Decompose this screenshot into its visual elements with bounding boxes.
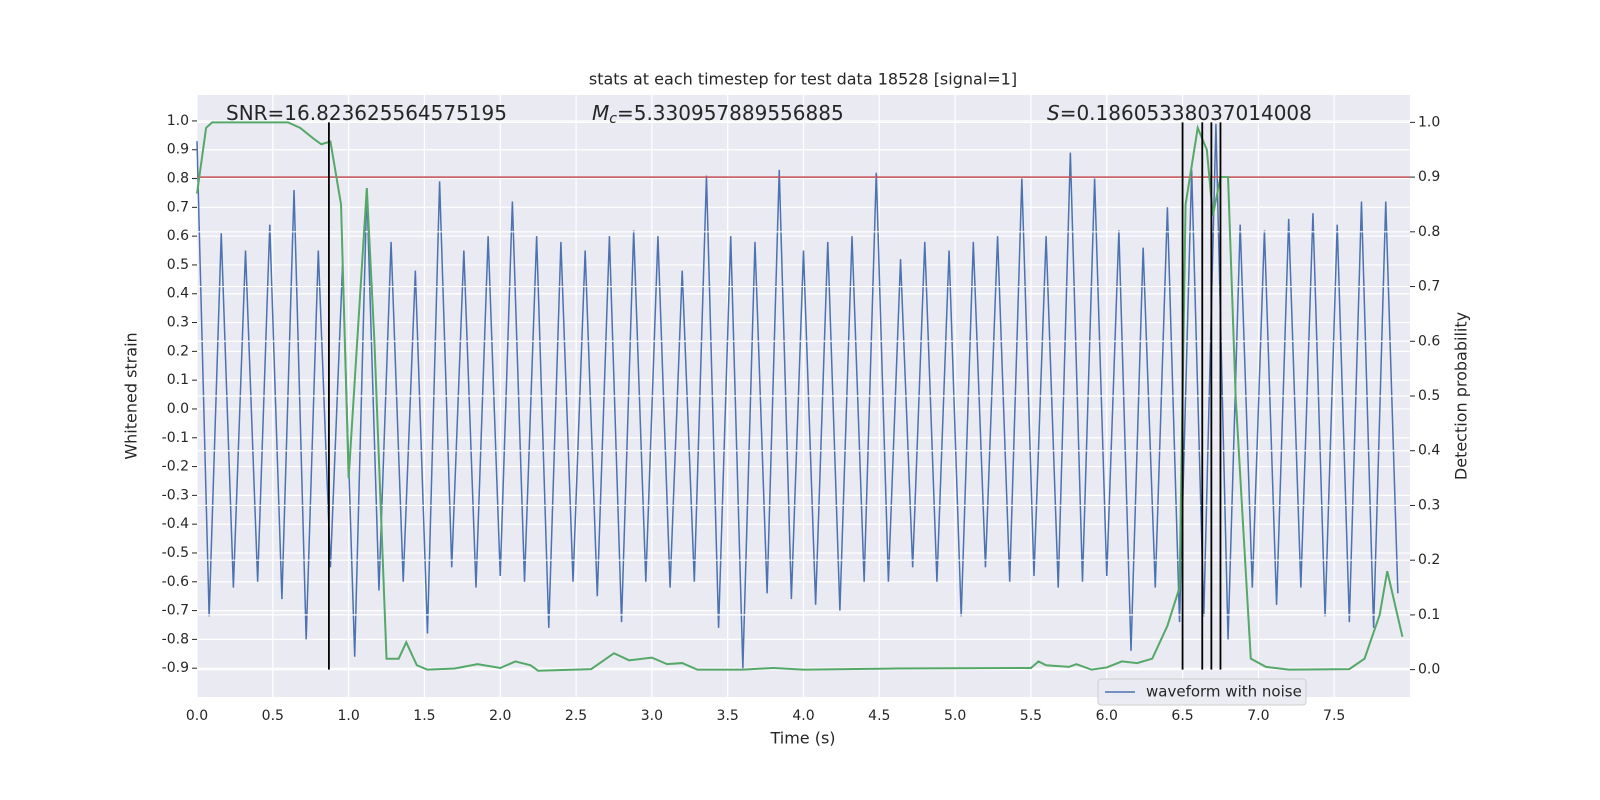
y-tick-label: -0.2	[162, 459, 189, 475]
y-tick-label: -0.7	[162, 603, 189, 619]
y2-tick-label: 0.9	[1418, 169, 1440, 185]
y2-tick-label: 0.8	[1418, 224, 1440, 240]
annotation-symbol: M	[592, 101, 609, 125]
annotation-symbol: S	[1047, 101, 1060, 125]
y-tick-label: 0.8	[167, 171, 189, 187]
x-tick-label: 4.0	[792, 708, 814, 724]
y2-tick-label: 0.5	[1418, 388, 1440, 404]
legend-box	[1097, 678, 1307, 706]
y2-tick-label: 0.3	[1418, 497, 1440, 513]
y2-tick-label: 0.6	[1418, 333, 1440, 349]
y-tick-label: -0.8	[162, 631, 189, 647]
x-tick-label: 3.5	[717, 708, 739, 724]
y2-tick-label: 0.0	[1418, 662, 1440, 678]
y-tick-label: 0.0	[167, 401, 189, 417]
x-tick-label: 0.0	[186, 708, 208, 724]
x-tick-label: 6.5	[1171, 708, 1193, 724]
y-axis-label: Whitened strain	[122, 332, 141, 459]
annotation-text: SNR=16.823625564575195	[226, 101, 507, 125]
y2-tick-label: 1.0	[1418, 114, 1440, 130]
x-tick-label: 2.0	[489, 708, 511, 724]
y2-tick-label: 0.7	[1418, 279, 1440, 295]
x-tick-label: 0.5	[262, 708, 284, 724]
waveform-line	[196, 123, 1399, 669]
y-tick-label: 0.6	[167, 228, 189, 244]
x-tick-label: 7.0	[1247, 708, 1269, 724]
x-tick-label: 7.5	[1323, 708, 1345, 724]
y-tick-label: -0.3	[162, 487, 189, 503]
y-tick-label: -0.1	[162, 430, 189, 446]
y-tick-label: 0.9	[167, 142, 189, 158]
y2-axis-label: Detection probability	[1452, 312, 1471, 480]
x-tick-label: 6.0	[1096, 708, 1118, 724]
x-tick-label: 5.0	[944, 708, 966, 724]
y-tick-label: -0.4	[162, 516, 189, 532]
legend-label: waveform with noise	[1146, 683, 1302, 701]
chart-title: stats at each timestep for test data 185…	[589, 70, 1017, 89]
x-axis-label: Time (s)	[769, 729, 835, 748]
y-tick-label: 1.0	[167, 113, 189, 129]
y-tick-label: 0.1	[167, 372, 189, 388]
x-tick-label: 5.5	[1020, 708, 1042, 724]
annotation: Mc=5.330957889556885	[592, 101, 844, 128]
annotation-text: =0.18605338037014008	[1060, 101, 1312, 125]
y2-tick-label: 0.4	[1418, 443, 1440, 459]
x-tick-label: 1.5	[413, 708, 435, 724]
x-tick-label: 2.5	[565, 708, 587, 724]
y-tick-label: 0.7	[167, 199, 189, 215]
y-tick-label: -0.5	[162, 545, 189, 561]
y2-tick-label: 0.1	[1418, 607, 1440, 623]
y-tick-label: -0.9	[162, 660, 189, 676]
annotation: S=0.18605338037014008	[1047, 101, 1312, 125]
y-tick-label: 0.2	[167, 343, 189, 359]
y-tick-label: -0.6	[162, 574, 189, 590]
y-tick-label: 0.5	[167, 257, 189, 273]
y-tick-label: 0.4	[167, 286, 189, 302]
y2-tick-label: 0.2	[1418, 552, 1440, 568]
annotation-text: =5.330957889556885	[617, 101, 844, 125]
annotation-subscript: c	[609, 111, 617, 127]
x-tick-label: 3.0	[641, 708, 663, 724]
x-tick-label: 1.0	[337, 708, 359, 724]
annotation: SNR=16.823625564575195	[226, 101, 507, 125]
probability-line	[196, 121, 1404, 672]
x-tick-label: 4.5	[868, 708, 890, 724]
y-tick-label: 0.3	[167, 315, 189, 331]
